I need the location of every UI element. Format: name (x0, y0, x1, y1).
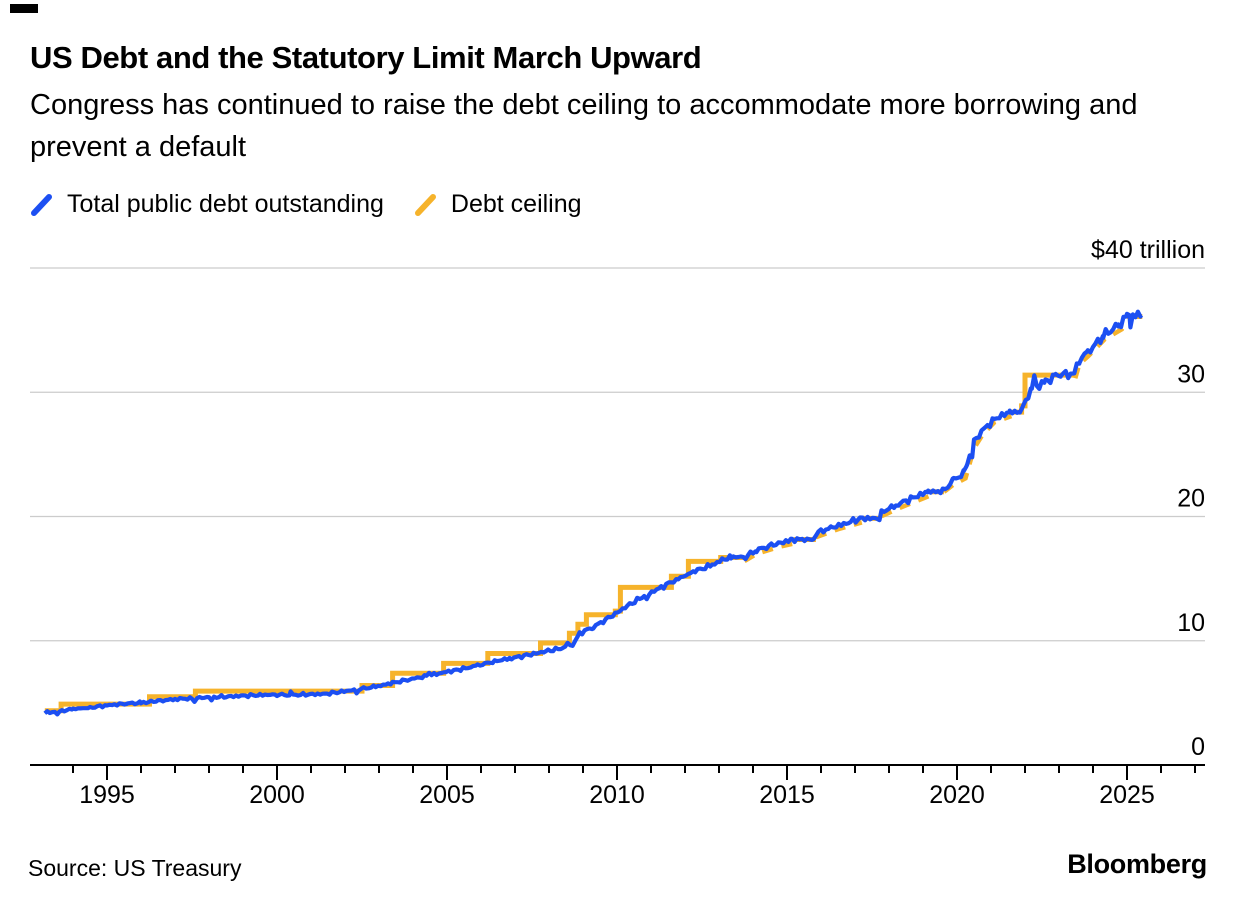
y-tick-label: 10 (1177, 609, 1205, 637)
x-tick-label: 2005 (419, 781, 475, 809)
x-tick-label: 2010 (589, 781, 645, 809)
legend-label-debt-ceiling: Debt ceiling (450, 190, 582, 218)
chart-title: US Debt and the Statutory Limit March Up… (30, 40, 702, 75)
legend-label-total-debt: Total public debt outstanding (67, 190, 384, 218)
y-axis-top-label: $40 trillion (1091, 236, 1205, 264)
legend-item-total-debt: Total public debt outstanding (30, 190, 384, 219)
blue-slash-icon (31, 193, 52, 216)
ceiling-line (44, 555, 745, 714)
x-tick-label: 2015 (759, 781, 815, 809)
legend-item-debt-ceiling: Debt ceiling (414, 190, 582, 219)
chart-subtitle: Congress has continued to raise the debt… (30, 89, 1138, 163)
y-tick-label: 30 (1177, 360, 1205, 388)
source-note: Source: US Treasury (28, 855, 242, 881)
x-tick-label: 2000 (249, 781, 305, 809)
x-tick-label: 2025 (1099, 781, 1155, 809)
yellow-slash-icon (414, 193, 436, 216)
bloomberg-wordmark: Bloomberg (1067, 849, 1207, 879)
ceiling-line (815, 520, 863, 540)
debt-line (43, 309, 1144, 717)
x-tick-label: 1995 (79, 781, 135, 809)
embed-placeholder-mark (10, 4, 38, 13)
ceiling-line (880, 493, 931, 519)
legend: Total public debt outstanding Debt ceili… (30, 190, 582, 219)
ceiling-line (942, 413, 1013, 494)
y-tick-label: 0 (1191, 733, 1205, 761)
ceiling-line (1073, 319, 1129, 379)
y-tick-label: 20 (1177, 485, 1205, 513)
ceiling-line (743, 541, 795, 563)
x-tick-label: 2020 (929, 781, 985, 809)
